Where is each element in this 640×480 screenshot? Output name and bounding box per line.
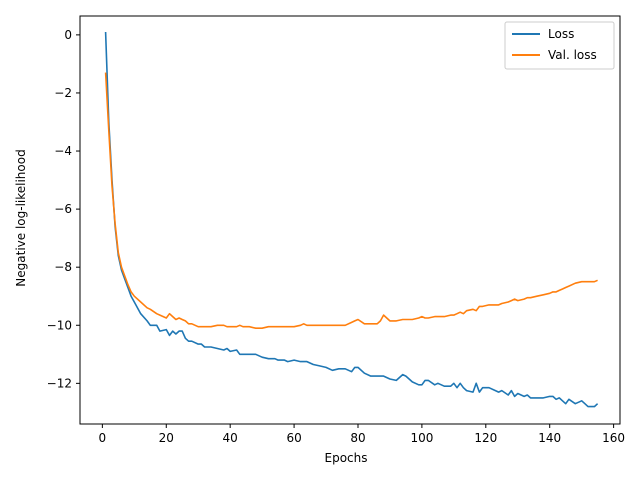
x-tick-label: 140 [538,431,561,445]
y-tick-label: −4 [54,144,72,158]
x-tick-label: 80 [350,431,365,445]
x-tick-label: 160 [602,431,625,445]
series-line-val-loss [104,72,598,330]
x-axis-label: Epochs [325,451,368,465]
series-group [104,31,599,408]
y-tick-label: −12 [47,376,72,390]
x-tick-label: 20 [159,431,174,445]
x-tick-label: 40 [223,431,238,445]
y-tick-label: −10 [47,318,72,332]
y-tick-label: −6 [54,202,72,216]
x-tick-label: 60 [286,431,301,445]
series-line-loss [104,31,599,408]
x-axis-ticks: 0 20 40 60 80 100 120 140 160 [99,424,625,445]
x-tick-label: 120 [474,431,497,445]
y-axis-ticks: 0 −2 −4 −6 −8 −10 −12 [47,28,80,390]
x-tick-label: 0 [99,431,107,445]
plot-area [79,15,621,425]
legend-label-loss: Loss [548,27,574,41]
plot-frame [79,15,621,425]
y-tick-label: −2 [54,86,72,100]
y-tick-label: 0 [64,28,72,42]
x-tick-label: 100 [410,431,433,445]
y-axis-label: Negative log-likelihood [14,149,28,286]
y-tick-label: −8 [54,260,72,274]
legend-label-val-loss: Val. loss [548,48,597,62]
legend: Loss Val. loss [504,21,615,70]
